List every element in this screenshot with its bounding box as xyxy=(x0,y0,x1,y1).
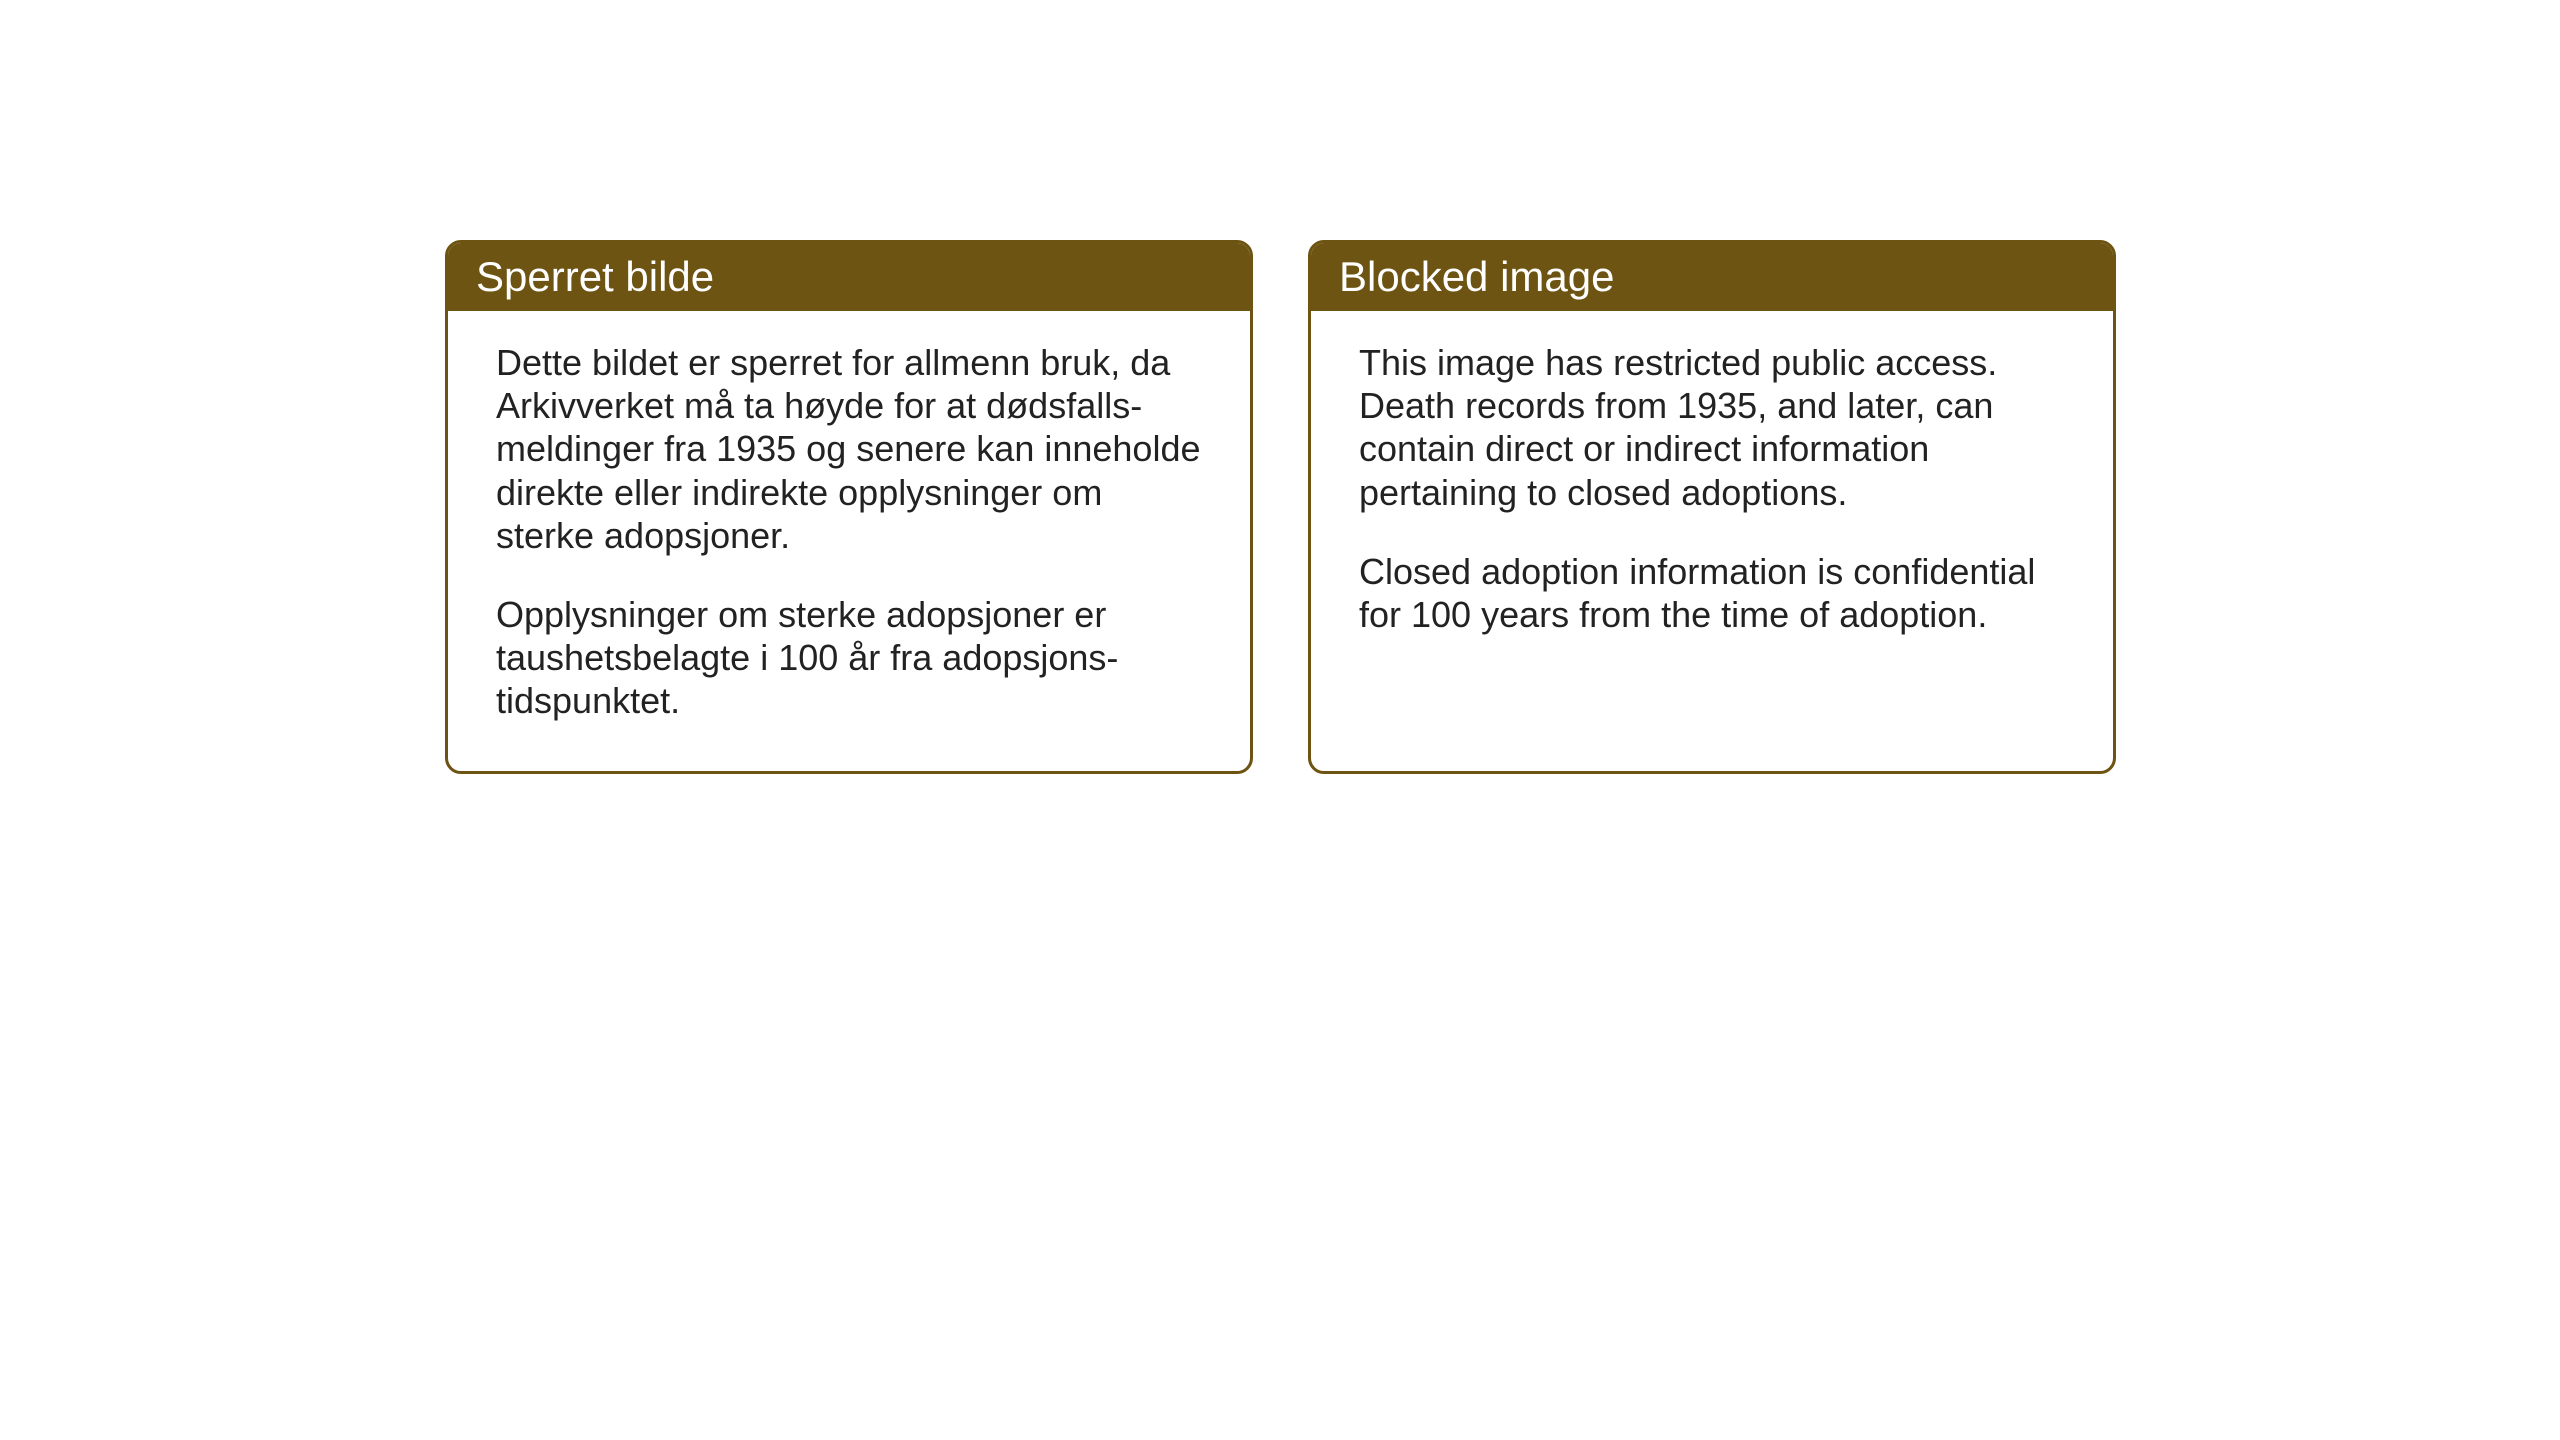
card-body-english: This image has restricted public access.… xyxy=(1311,311,2113,684)
paragraph-2-english: Closed adoption information is confident… xyxy=(1359,550,2065,636)
paragraph-2-norwegian: Opplysninger om sterke adopsjoner er tau… xyxy=(496,593,1202,723)
card-title-norwegian: Sperret bilde xyxy=(476,253,714,300)
paragraph-1-english: This image has restricted public access.… xyxy=(1359,341,2065,514)
card-header-norwegian: Sperret bilde xyxy=(448,243,1250,311)
notice-container: Sperret bilde Dette bildet er sperret fo… xyxy=(445,240,2116,774)
card-title-english: Blocked image xyxy=(1339,253,1614,300)
card-header-english: Blocked image xyxy=(1311,243,2113,311)
card-body-norwegian: Dette bildet er sperret for allmenn bruk… xyxy=(448,311,1250,771)
notice-card-norwegian: Sperret bilde Dette bildet er sperret fo… xyxy=(445,240,1253,774)
notice-card-english: Blocked image This image has restricted … xyxy=(1308,240,2116,774)
paragraph-1-norwegian: Dette bildet er sperret for allmenn bruk… xyxy=(496,341,1202,557)
